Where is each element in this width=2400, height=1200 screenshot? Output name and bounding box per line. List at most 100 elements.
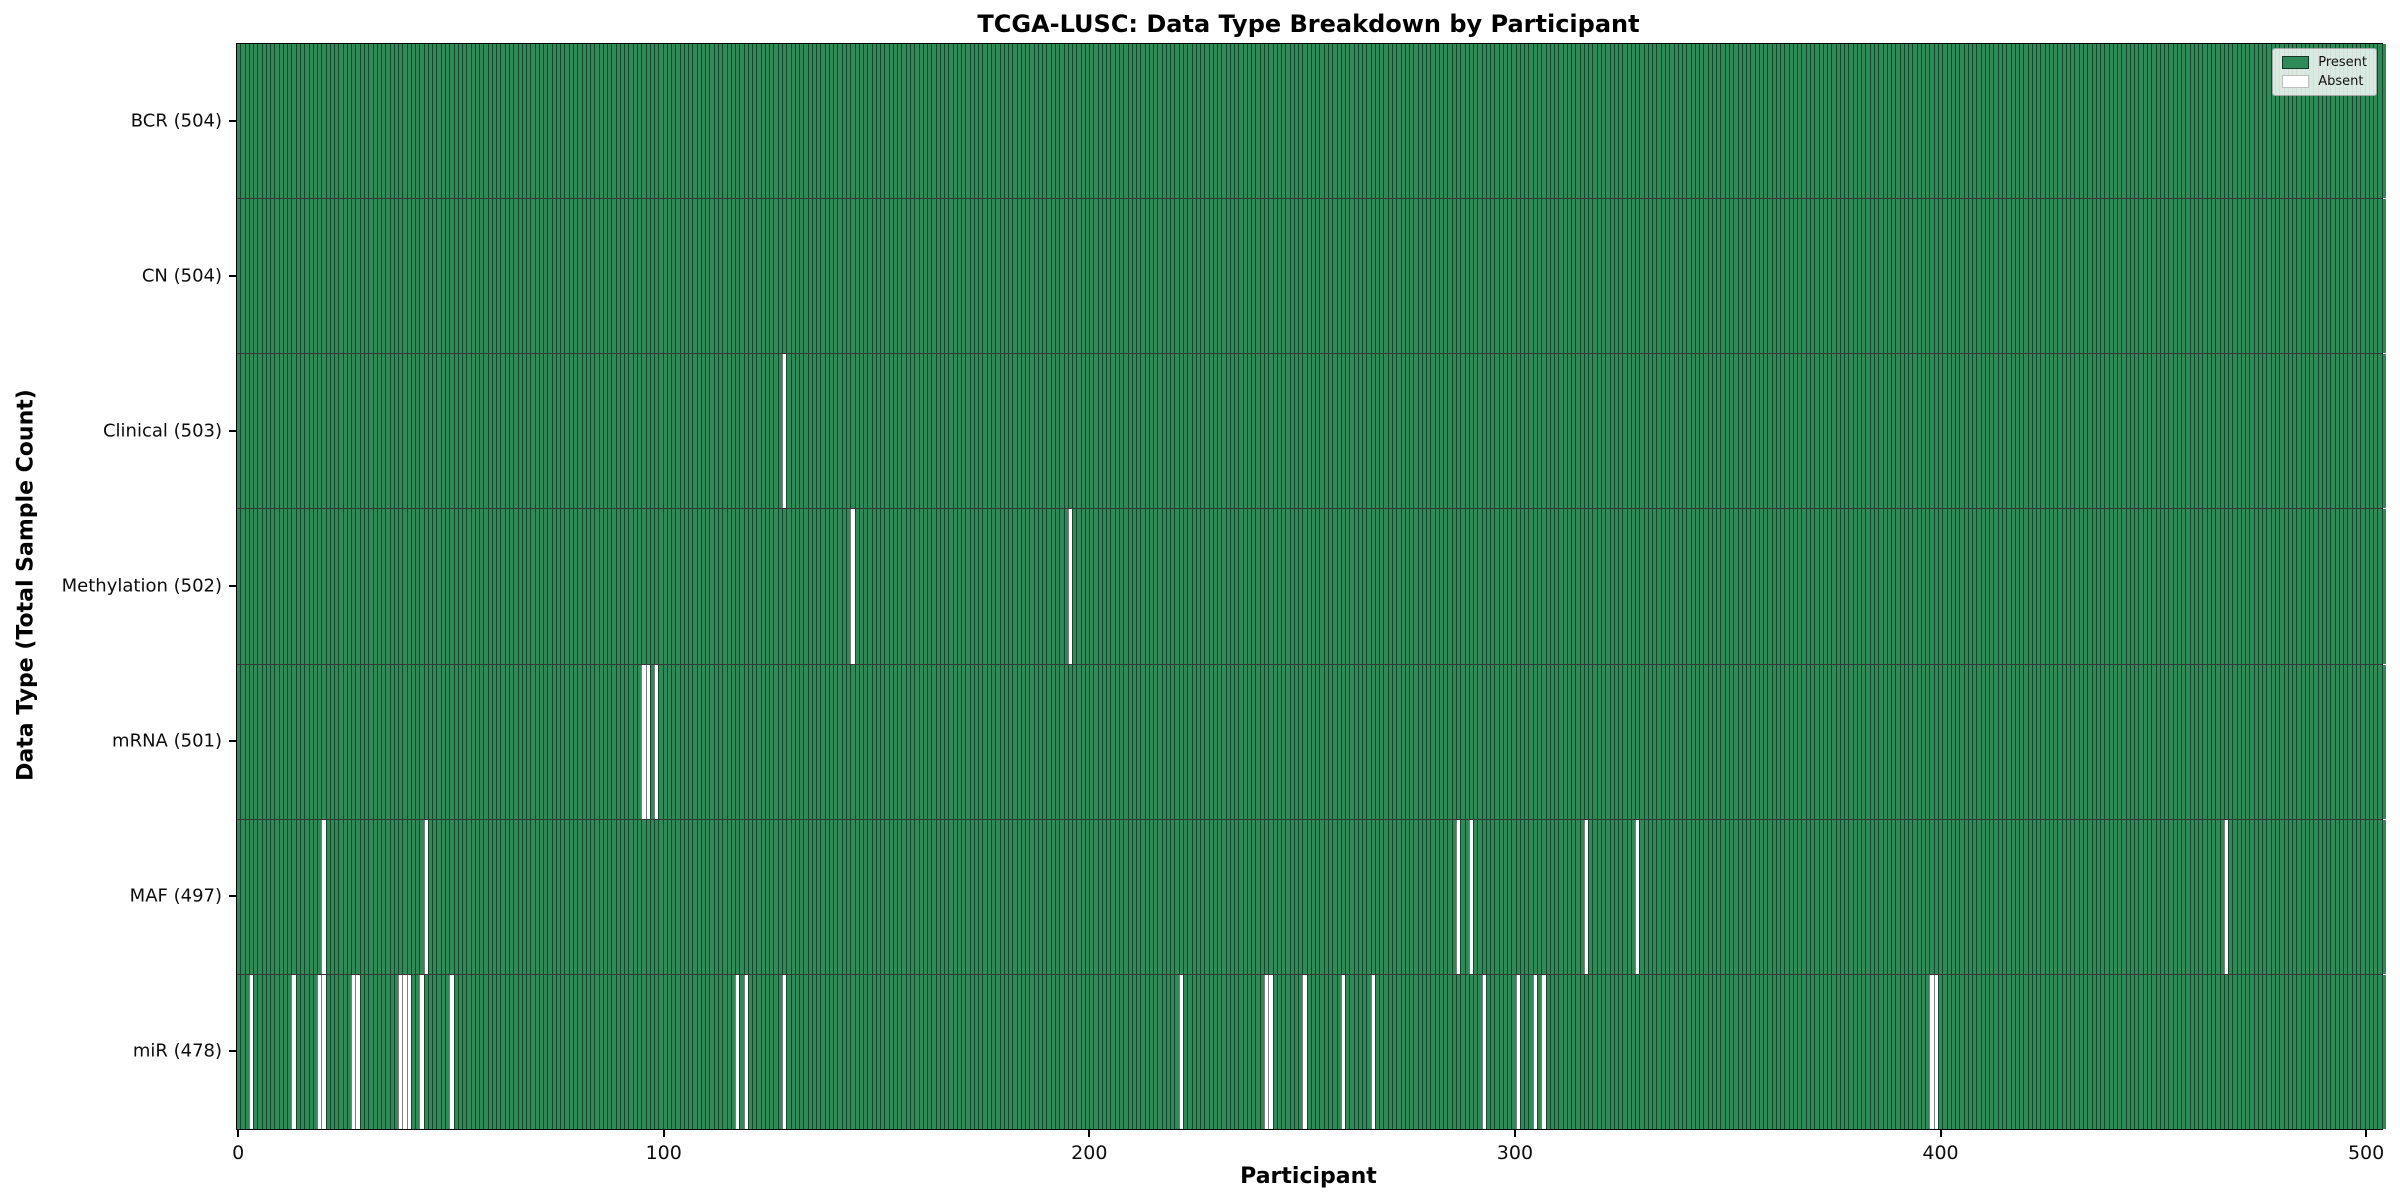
participant-cell-present	[1097, 509, 1102, 664]
participant-cell-present	[1379, 509, 1384, 664]
participant-cell-present	[1746, 974, 1751, 1129]
participant-cell-present	[619, 819, 625, 974]
participant-cell-present	[1554, 509, 1559, 664]
participant-cell-present	[500, 199, 505, 354]
participant-cell-present	[1963, 664, 1968, 819]
participant-cell-present	[1874, 509, 1879, 664]
participant-cell-present	[995, 44, 1000, 199]
participant-cell-present	[2364, 354, 2369, 509]
participant-cell-present	[2377, 664, 2382, 819]
participant-cell-present	[1336, 354, 1341, 509]
participant-cell-present	[334, 974, 339, 1129]
participant-cell-present	[2296, 509, 2301, 664]
participant-cell-absent	[735, 974, 740, 1129]
participant-cell-present	[2360, 354, 2365, 509]
participant-cell-present	[671, 509, 676, 664]
participant-cell-present	[1682, 44, 1687, 199]
participant-cell-present	[359, 664, 364, 819]
participant-cell-present	[713, 44, 719, 199]
participant-cell-present	[1182, 509, 1188, 664]
participant-cell-present	[2031, 44, 2037, 199]
participant-cell-present	[1016, 974, 1021, 1129]
participant-cell-present	[1549, 44, 1555, 199]
participant-cell-present	[799, 44, 804, 199]
participant-cell-present	[918, 819, 923, 974]
participant-cell-present	[909, 974, 915, 1129]
participant-cell-present	[1037, 354, 1043, 509]
y-tick-mark	[229, 119, 236, 122]
participant-cell-present	[1485, 199, 1491, 354]
participant-cell-present	[1464, 664, 1469, 819]
participant-cell-present	[1221, 664, 1226, 819]
participant-cell-present	[1771, 509, 1776, 664]
participant-cell-present	[1626, 974, 1631, 1129]
participant-cell-present	[1925, 664, 1930, 819]
participant-cell-present	[1298, 974, 1303, 1129]
participant-cell-present	[440, 509, 446, 664]
participant-cell-present	[1728, 44, 1734, 199]
participant-cell-present	[794, 664, 800, 819]
participant-cell-present	[2036, 199, 2041, 354]
participant-cell-present	[1332, 44, 1337, 199]
participant-cell-present	[427, 664, 433, 819]
participant-cell-present	[654, 199, 659, 354]
participant-cell-present	[2356, 354, 2361, 509]
participant-cell-present	[1784, 974, 1789, 1129]
participant-cell-present	[538, 664, 544, 819]
participant-cell-present	[517, 44, 522, 199]
participant-cell-present	[1528, 354, 1533, 509]
participant-cell-present	[1912, 974, 1917, 1129]
participant-cell-present	[393, 509, 399, 664]
participant-cell-present	[1037, 199, 1043, 354]
participant-cell-absent	[2223, 819, 2229, 974]
participant-cell-present	[2006, 44, 2011, 199]
participant-cell-present	[244, 44, 249, 199]
participant-cell-present	[287, 44, 292, 199]
participant-cell-present	[641, 819, 646, 974]
participant-cell-present	[845, 819, 851, 974]
participant-cell-present	[978, 974, 983, 1129]
participant-cell-present	[1080, 664, 1085, 819]
participant-cell-present	[871, 354, 876, 509]
participant-cell-present	[2083, 199, 2088, 354]
participant-cell-present	[253, 199, 258, 354]
participant-cell-present	[2232, 819, 2237, 974]
participant-cell-present	[2036, 354, 2041, 509]
participant-cell-present	[1874, 664, 1879, 819]
participant-cell-present	[619, 44, 625, 199]
participant-cell-present	[611, 199, 616, 354]
participant-cell-present	[1848, 44, 1853, 199]
participant-cell-present	[466, 664, 471, 819]
participant-cell-present	[1485, 664, 1491, 819]
participant-cell-present	[598, 354, 603, 509]
participant-cell-present	[2236, 354, 2241, 509]
participant-cell-present	[2044, 354, 2049, 509]
participant-cell-present	[2240, 819, 2246, 974]
participant-cell-present	[2270, 819, 2275, 974]
participant-cell-present	[794, 199, 800, 354]
participant-cell-present	[1170, 509, 1175, 664]
participant-cell-present	[1417, 354, 1422, 509]
participant-cell-present	[961, 509, 966, 664]
participant-cell-present	[381, 199, 386, 354]
participant-cell-present	[2210, 354, 2216, 509]
participant-cell-present	[2078, 974, 2084, 1129]
participant-cell-present	[1464, 974, 1469, 1129]
participant-cell-absent	[419, 974, 424, 1129]
participant-cell-present	[1455, 509, 1461, 664]
participant-cell-present	[2014, 199, 2020, 354]
participant-cell-present	[2027, 664, 2032, 819]
participant-cell-present	[1170, 199, 1175, 354]
participant-cell-present	[1281, 509, 1286, 664]
participant-cell-present	[1664, 354, 1670, 509]
participant-cell-present	[794, 974, 800, 1129]
participant-cell-present	[1601, 664, 1606, 819]
participant-cell-present	[2181, 199, 2186, 354]
participant-cell-present	[922, 199, 928, 354]
participant-cell-present	[1438, 44, 1444, 199]
participant-cell-present	[982, 354, 987, 509]
participant-cell-present	[1878, 509, 1883, 664]
participant-cell-present	[1822, 664, 1828, 819]
participant-cell-present	[308, 664, 313, 819]
participant-cell-present	[1566, 509, 1572, 664]
